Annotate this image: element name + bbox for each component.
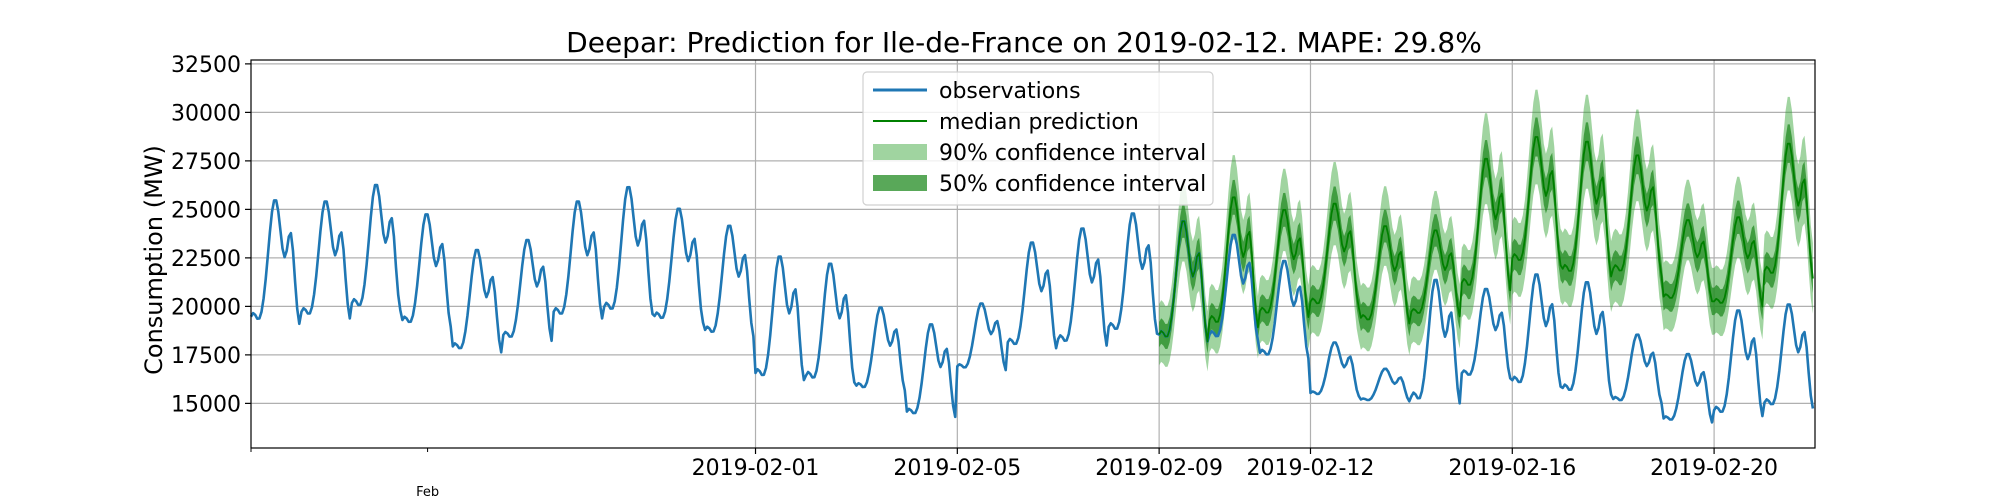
legend-ci90-swatch	[873, 144, 927, 160]
legend: observations median prediction 90% confide…	[862, 71, 1214, 206]
x-tick-label: 2019-02-09	[1095, 456, 1223, 481]
chart-title: Deepar: Prediction for Ile-de-France on …	[566, 26, 1482, 59]
y-tick-label: 17500	[171, 344, 241, 369]
legend-ci50-swatch	[873, 175, 927, 191]
median-prediction-line	[1158, 136, 1814, 343]
y-tick-label: 22500	[171, 247, 241, 272]
x-tick-label: 2019-02-01	[692, 456, 820, 481]
y-tick-label: 32500	[171, 53, 241, 78]
legend-observations-label: observations	[939, 79, 1081, 104]
x-tick-label: 2019-02-05	[893, 456, 1021, 481]
x-tick-label: 2019-02-20	[1650, 456, 1778, 481]
observations-line	[249, 183, 1815, 424]
y-tick-label: 30000	[171, 101, 241, 126]
x-tick-label: 2019-02-16	[1448, 456, 1576, 481]
x-tick-label: 2019-02-12	[1247, 456, 1375, 481]
y-tick-label: 15000	[171, 392, 241, 417]
y-tick-label: 20000	[171, 295, 241, 320]
plot-frame	[250, 59, 1816, 449]
ci50-band	[1159, 117, 1813, 354]
confidence-bands	[1159, 89, 1813, 372]
legend-median-label: median prediction	[939, 110, 1139, 135]
y-tick-label: 25000	[171, 198, 241, 223]
axis-ticks: 15000 17500 20000 22500 25000 27500 30000 32500…	[171, 53, 1778, 500]
y-tick-label: 27500	[171, 150, 241, 175]
y-axis-label: Consumption (MW)	[140, 145, 168, 375]
legend-ci90-label: 90% confidence interval	[939, 141, 1206, 166]
x-minor-tick-label: Feb	[416, 485, 439, 500]
legend-frame	[862, 71, 1214, 206]
legend-ci50-label: 50% confidence interval	[939, 172, 1206, 197]
series-lines	[249, 136, 1815, 424]
